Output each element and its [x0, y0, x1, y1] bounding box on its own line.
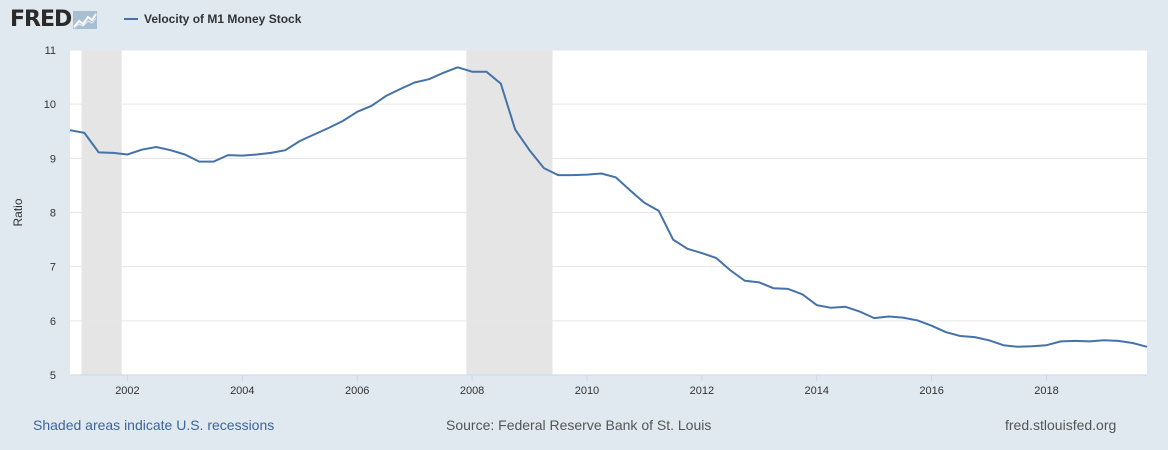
- source-text: Source: Federal Reserve Bank of St. Loui…: [446, 417, 712, 433]
- chart-legend: Velocity of M1 Money Stock: [124, 12, 301, 26]
- x-tick-label-2016: 2016: [919, 385, 943, 397]
- recessions-note-link[interactable]: Shaded areas indicate U.S. recessions: [33, 417, 275, 433]
- fred-logo[interactable]: FRED: [10, 7, 98, 32]
- legend-swatch: [124, 18, 138, 20]
- x-tick-label-2008: 2008: [460, 385, 484, 397]
- site-url-link[interactable]: fred.stlouisfed.org: [1005, 417, 1117, 433]
- y-tick-label-8: 8: [50, 208, 56, 220]
- line-chart: 2002 2004 2006 2008 2010 2012 2014 2016 2018 5 6 7…: [11, 45, 1148, 397]
- x-tick-label-2012: 2012: [690, 385, 714, 397]
- x-tick-label-2002: 2002: [115, 385, 139, 397]
- y-tick-label-9: 9: [50, 153, 56, 165]
- x-tick-label-2014: 2014: [804, 385, 828, 397]
- x-tick-label-2006: 2006: [345, 385, 369, 397]
- fred-logo-text: FRED: [10, 7, 72, 32]
- x-tick-label-2004: 2004: [230, 385, 254, 397]
- y-tick-label-10: 10: [44, 99, 56, 111]
- y-tick-label-6: 6: [50, 316, 56, 328]
- legend-series-label: Velocity of M1 Money Stock: [144, 12, 302, 26]
- y-tick-label-11: 11: [45, 45, 56, 57]
- x-axis: 2002 2004 2006 2008 2010 2012 2014 2016 2018: [70, 374, 1147, 397]
- x-tick-label-2010: 2010: [575, 385, 599, 397]
- series-line-velocity-m1[interactable]: [69, 66, 1148, 348]
- y-tick-label-5: 5: [50, 370, 56, 382]
- y-tick-label-7: 7: [50, 262, 56, 274]
- y-axis: 5 6 7 8 9 10 11: [44, 45, 56, 382]
- line-chart-icon: [73, 11, 98, 29]
- y-axis-title: Ratio: [11, 198, 25, 226]
- grid-lines: [70, 49, 1147, 322]
- x-tick-label-2018: 2018: [1034, 385, 1058, 397]
